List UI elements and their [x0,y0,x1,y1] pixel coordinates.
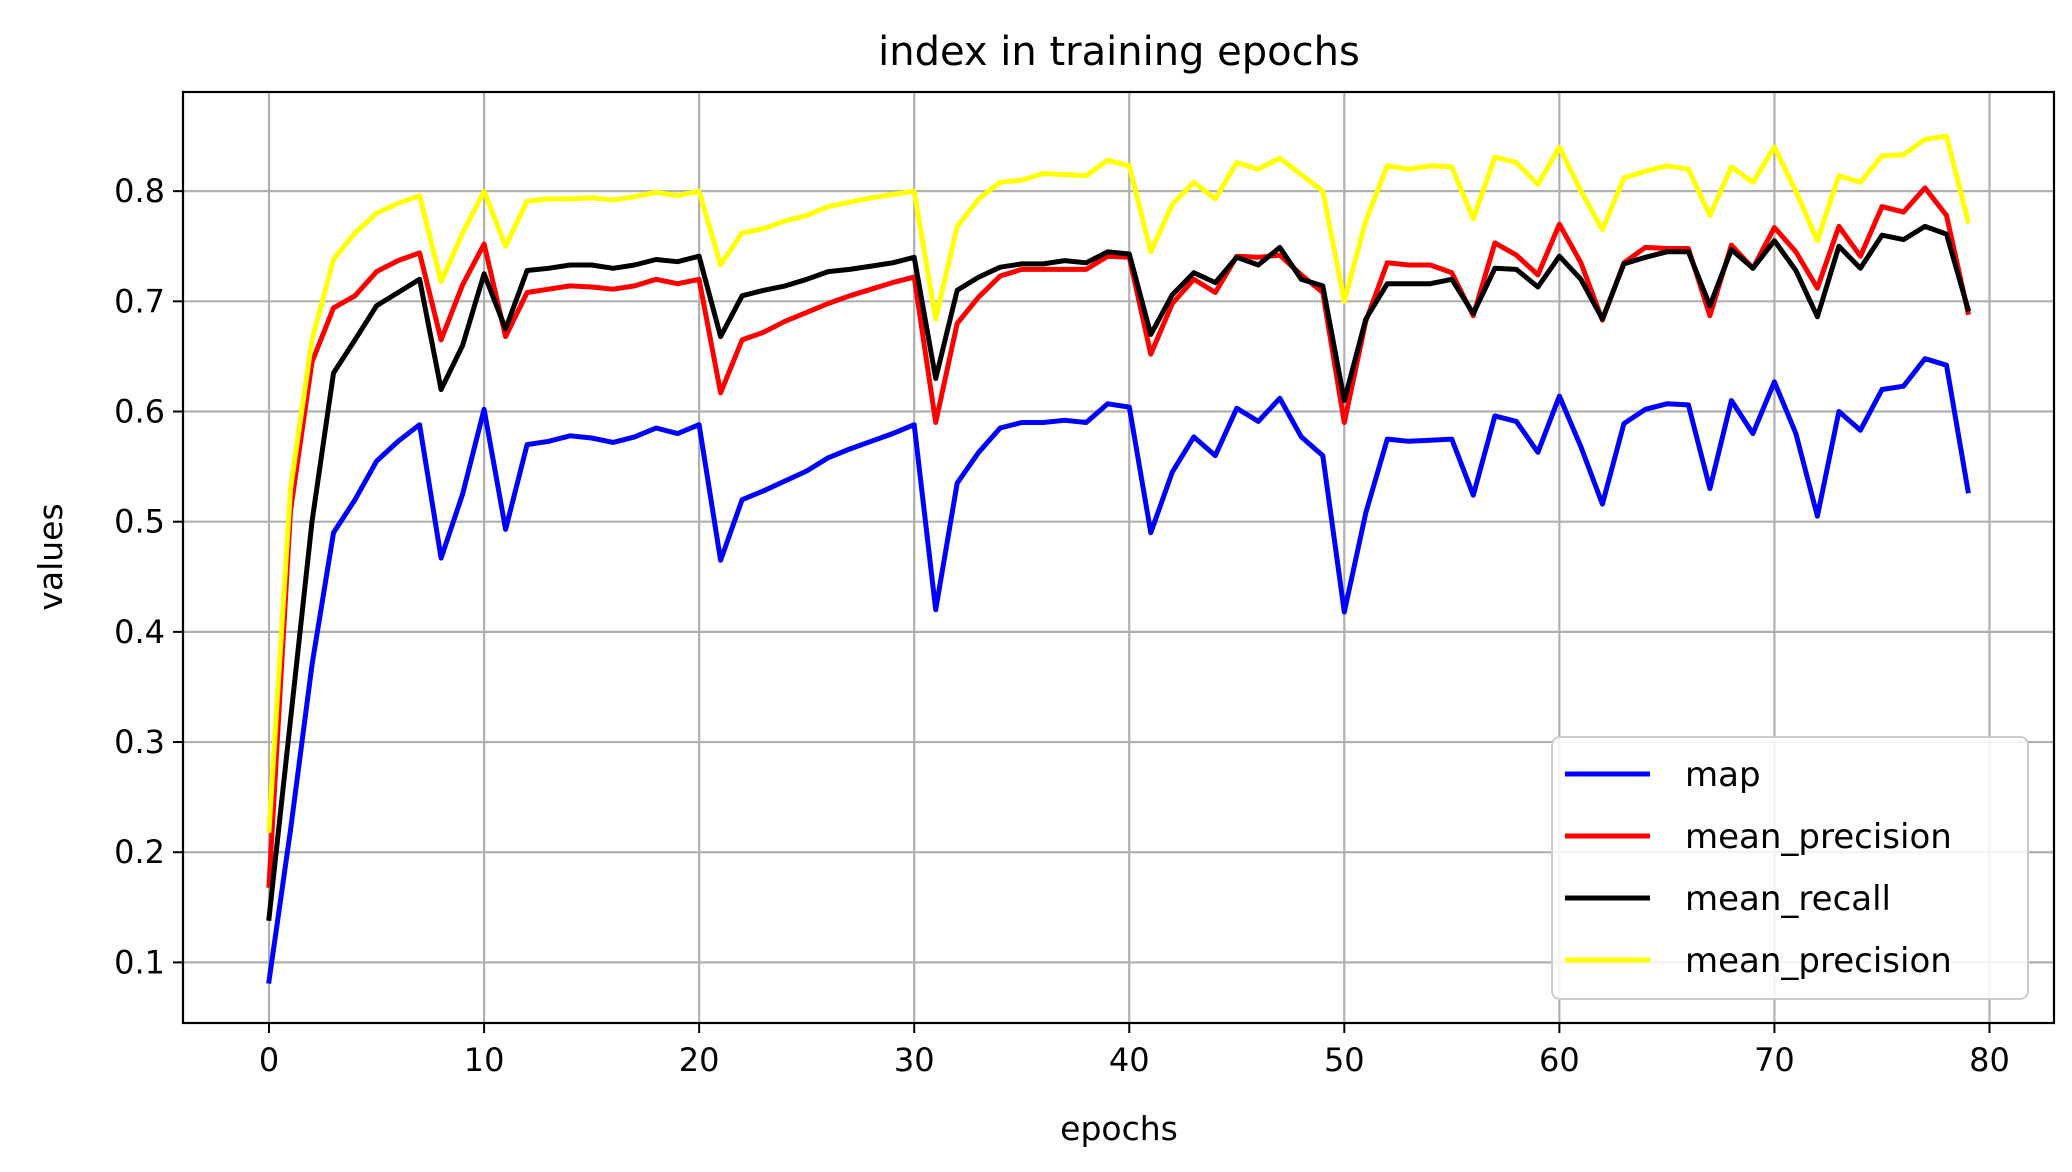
y-tick-label: 0.5 [114,503,165,541]
y-tick-label: 0.2 [114,833,165,871]
chart-title: index in training epochs [878,29,1360,75]
legend-label: map [1685,755,1761,795]
x-tick-label: 30 [894,1041,935,1079]
legend: map mean_precision mean_recall mean_precisi… [1551,736,2029,1000]
plot-frame [181,90,2056,1025]
x-tick-label: 40 [1109,1041,1150,1079]
legend-box [1551,736,2029,1000]
legend-label: mean_precision [1685,817,1952,857]
y-tick-label: 0.1 [114,943,165,981]
plot-series [266,133,1972,984]
y-tick-label: 0.7 [114,282,165,320]
x-tick-label: 60 [1539,1041,1580,1079]
series-line-1 [266,185,1971,888]
x-axis-label: epochs [1060,1109,1178,1148]
y-tick-label: 0.8 [114,172,165,210]
x-tick-label: 0 [259,1041,279,1079]
series-line-2 [266,223,1972,922]
legend-items: map mean_precision mean_recall mean_precisi… [1565,755,1952,981]
y-tick-label: 0.6 [114,393,165,431]
y-tick-label: 0.4 [114,613,165,651]
x-tick-label: 50 [1324,1041,1365,1079]
y-axis-label: values [31,503,70,610]
x-tick-label: 80 [1969,1041,2010,1079]
x-tick-label: 10 [464,1041,505,1079]
series-line-3 [266,133,1972,833]
legend-label: mean_recall [1685,879,1891,919]
x-tick-label: 20 [679,1041,720,1079]
axis-ticks: 0 10 20 30 40 50 60 70 80 0.1 0.2 0.3 0.4 0.5 0.6 0.7 0.… [114,172,2010,1079]
series-line-0 [266,356,1971,984]
y-tick-label: 0.3 [114,723,165,761]
legend-label: mean_precision [1685,941,1952,981]
x-tick-label: 70 [1754,1041,1795,1079]
